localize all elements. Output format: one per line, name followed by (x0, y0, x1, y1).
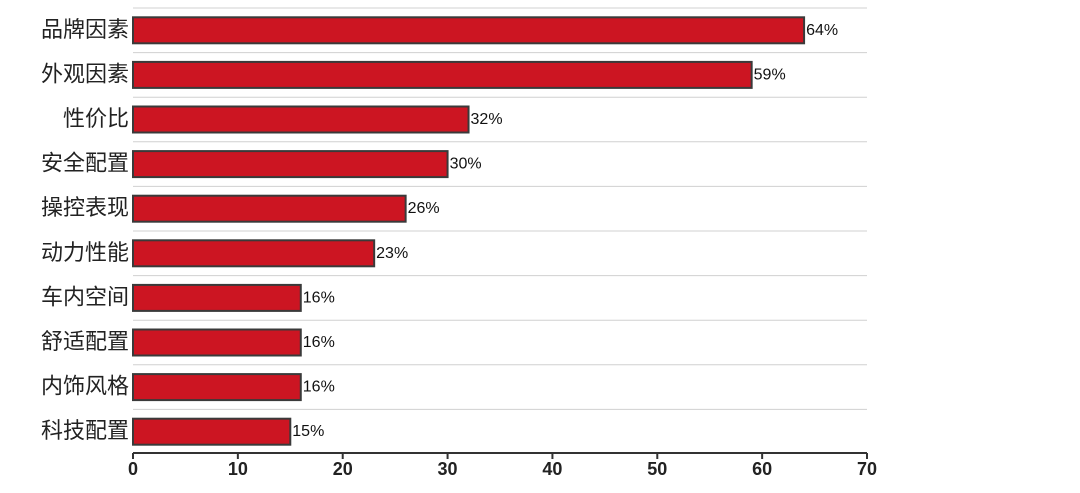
value-label: 23% (376, 245, 408, 262)
bar (132, 239, 376, 268)
bars-group (132, 16, 806, 446)
value-label: 59% (754, 66, 786, 83)
value-label: 26% (408, 200, 440, 217)
x-axis: 0 10 20 30 40 50 60 70 (128, 452, 877, 479)
category-label: 舒适配置 (41, 330, 129, 355)
row-separators (133, 7, 867, 410)
value-label: 16% (303, 379, 335, 396)
x-tick-label: 10 (228, 459, 248, 479)
x-tick-label: 70 (857, 459, 877, 479)
bar (132, 194, 407, 223)
category-label: 外观因素 (41, 62, 129, 87)
x-tick-label: 50 (647, 459, 667, 479)
bar (132, 328, 302, 357)
value-label: 16% (303, 289, 335, 306)
category-label: 操控表现 (41, 196, 129, 221)
category-label: 性价比 (63, 107, 129, 132)
category-label: 内饰风格 (41, 375, 129, 400)
value-labels: 64% 59% 32% 30% 26% 23% 16% 16% 16% 15% (292, 22, 838, 440)
category-label: 品牌因素 (41, 18, 129, 43)
x-tick-label: 20 (333, 459, 353, 479)
bar (132, 105, 470, 134)
value-label: 32% (471, 111, 503, 128)
value-label: 16% (303, 334, 335, 351)
bar (132, 16, 806, 45)
bar (132, 417, 292, 446)
bar (132, 283, 302, 312)
bar (132, 373, 302, 402)
bar (132, 150, 449, 179)
category-label: 车内空间 (41, 285, 129, 310)
x-tick-label: 40 (542, 459, 562, 479)
category-label: 安全配置 (41, 152, 129, 177)
value-label: 30% (450, 156, 482, 173)
value-label: 64% (806, 22, 838, 39)
category-label: 动力性能 (41, 241, 129, 266)
value-label: 15% (292, 423, 324, 440)
x-tick-label: 0 (128, 459, 138, 479)
x-tick-label: 30 (438, 459, 458, 479)
category-label: 科技配置 (41, 419, 129, 444)
bar (132, 60, 753, 89)
x-tick-label: 60 (752, 459, 772, 479)
